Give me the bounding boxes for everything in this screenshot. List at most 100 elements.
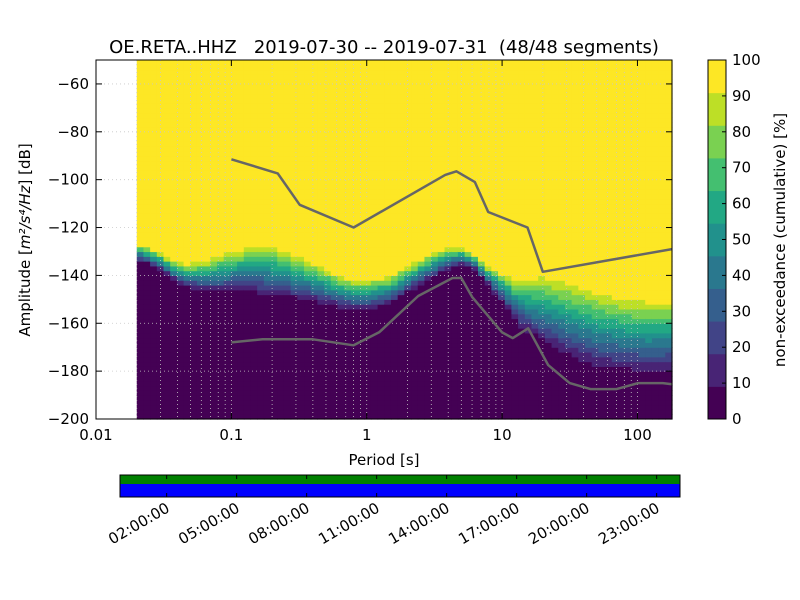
heatmap-cell [384,69,392,75]
heatmap-cell [330,69,339,75]
heatmap-cell [417,347,426,353]
heatmap-cell [504,179,513,186]
heatmap-cell [437,361,446,367]
heatmap-cell [324,203,332,209]
heatmap-cell [558,141,566,147]
heatmap-cell [511,83,519,90]
heatmap-cell [183,375,191,382]
heatmap-cell [437,155,446,162]
heatmap-cell [283,198,292,205]
heatmap-cell [350,332,359,339]
heatmap-cell [370,146,379,152]
heatmap-cell [558,385,566,391]
heatmap-cell [243,98,252,104]
heatmap-cell [397,284,405,291]
heatmap-cell [337,107,345,114]
heatmap-cell [551,141,559,147]
heatmap-cell [464,347,472,353]
heatmap-cell [451,83,459,90]
heatmap-cell [464,371,472,377]
heatmap-cell [196,127,205,133]
heatmap-cell [524,93,533,99]
heatmap-cell [424,79,432,85]
heatmap-cell [203,256,211,262]
heatmap-cell [451,390,459,396]
heatmap-cell [136,366,145,372]
heatmap-cell [538,208,546,214]
heatmap-cell [344,74,352,80]
heatmap-cell [511,98,519,104]
heatmap-cell [283,155,292,162]
heatmap-cell [364,107,372,114]
heatmap-cell [237,79,245,85]
heatmap-cell [397,98,405,104]
heatmap-cell [270,69,278,75]
heatmap-cell [424,342,432,348]
heatmap-cell [257,380,265,387]
heatmap-cell [290,241,298,248]
heatmap-cell [156,299,165,305]
heatmap-cell [411,241,419,248]
heatmap-cell [176,313,185,320]
heatmap-cell [457,208,466,214]
heatmap-cell [203,299,211,305]
heatmap-cell [431,241,439,248]
heatmap-cell [217,136,225,142]
heatmap-cell [344,174,352,181]
heatmap-cell [477,390,486,396]
heatmap-cell [250,256,258,262]
heatmap-cell [243,189,252,195]
heatmap-cell [578,232,586,238]
heatmap-cell [451,107,459,114]
heatmap-cell [136,361,145,367]
heatmap-cell [511,414,519,420]
heatmap-cell [210,189,218,195]
heatmap-cell [578,404,586,411]
heatmap-cell [297,328,305,334]
heatmap-cell [437,198,446,205]
heatmap-cell [217,395,225,401]
heatmap-cell [163,414,171,420]
heatmap-cell [384,189,392,195]
heatmap-cell [237,328,245,334]
heatmap-cell [156,189,165,195]
heatmap-cell [203,380,211,387]
heatmap-cell [283,328,292,334]
heatmap-cell [571,64,579,71]
heatmap-cell [518,174,526,181]
heatmap-cell [136,318,145,324]
heatmap-cell [357,127,365,133]
heatmap-cell [524,136,533,142]
heatmap-cell [143,141,151,147]
heatmap-cell [397,203,405,209]
heatmap-cell [170,256,178,262]
heatmap-cell [544,69,553,75]
heatmap-cell [176,213,185,219]
heatmap-cell [230,385,238,391]
heatmap-cell [350,251,359,257]
heatmap-cell [257,232,265,238]
heatmap-cell [203,261,211,267]
heatmap-cell [250,289,258,296]
heatmap-cell [384,399,392,406]
heatmap-cell [350,308,359,315]
heatmap-cell [411,270,419,276]
heatmap-cell [504,232,513,238]
heatmap-cell [183,304,191,310]
heatmap-cell [310,232,318,238]
heatmap-cell [444,107,452,114]
heatmap-cell [230,88,238,95]
heatmap-cell [531,390,539,396]
heatmap-cell [143,103,151,109]
heatmap-cell [257,155,265,162]
heatmap-cell [270,112,278,119]
heatmap-cell [243,284,252,291]
heatmap-cell [250,347,258,353]
heatmap-cell [230,308,238,315]
heatmap-cell [538,251,546,257]
heatmap-cell [524,304,533,310]
heatmap-cell [344,160,352,166]
heatmap-cell [457,174,466,181]
heatmap-cell [324,366,332,372]
heatmap-cell [203,241,211,248]
